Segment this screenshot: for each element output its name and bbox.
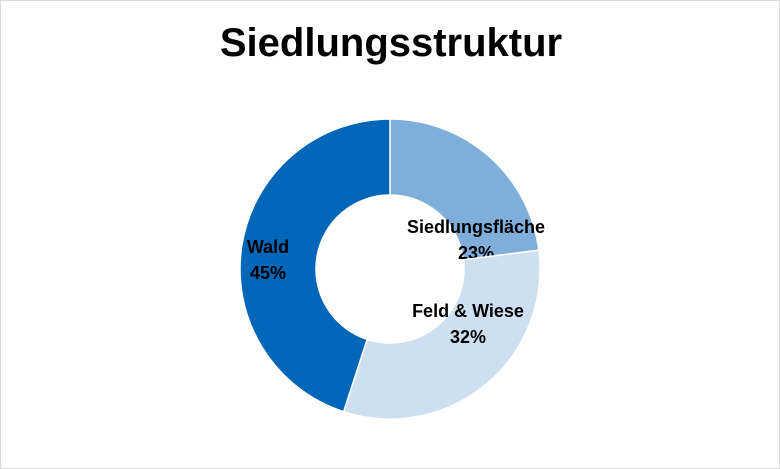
slice-value-feld-wiese: 32% <box>450 327 486 347</box>
chart-title: Siedlungsstruktur <box>219 21 563 65</box>
slice-siedlungsfl-che <box>389 118 540 261</box>
slice-label-siedlungsfl-che: Siedlungsfläche <box>407 217 545 237</box>
slice-value-wald: 45% <box>250 263 286 283</box>
slice-label-wald: Wald <box>247 237 289 257</box>
slice-label-feld-wiese: Feld & Wiese <box>412 301 524 321</box>
slice-wald <box>239 118 391 413</box>
slice-feld-wiese <box>342 249 541 420</box>
